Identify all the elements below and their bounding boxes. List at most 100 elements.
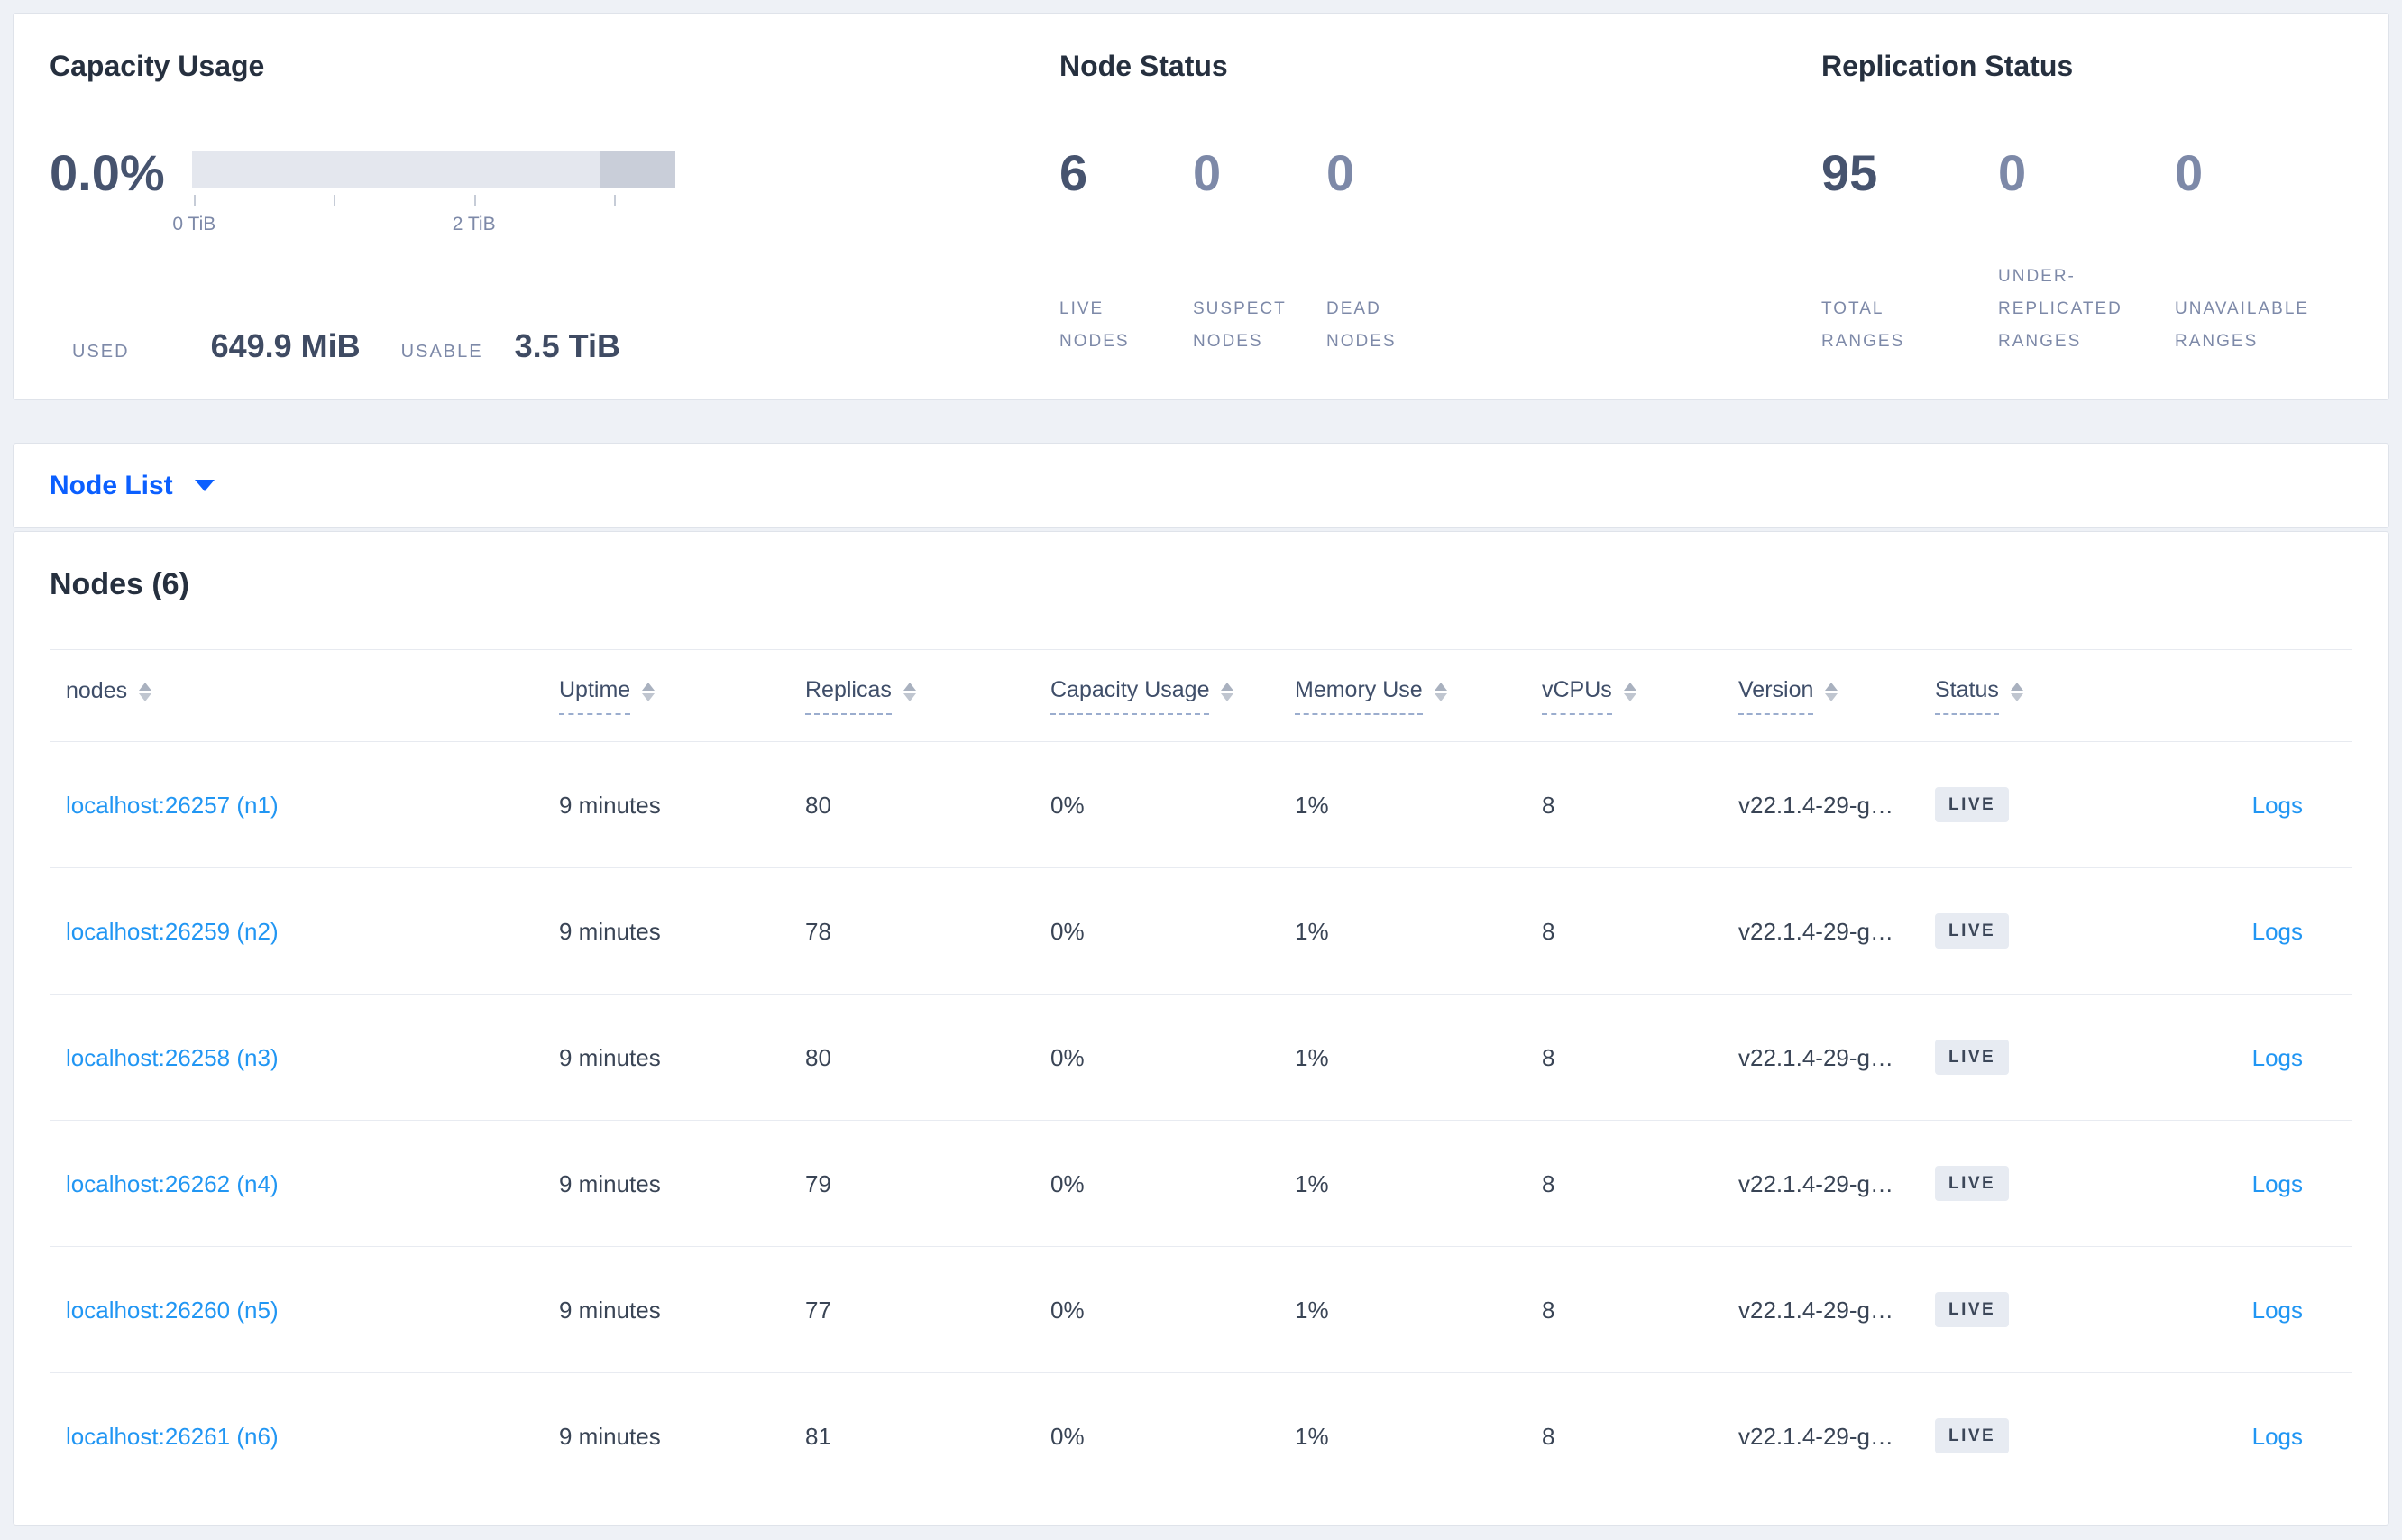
node-link[interactable]: localhost:26261 (n6) xyxy=(66,1422,279,1450)
sort-down-arrow-icon xyxy=(642,693,656,701)
column-header-label: Status xyxy=(1935,677,1999,715)
column-header-status[interactable]: Status xyxy=(1935,677,2128,715)
node-status-stat: 0 DEAD NODES xyxy=(1326,147,1460,358)
status-cell: LIVE xyxy=(1935,913,2128,949)
logs-cell: Logs xyxy=(2128,1044,2352,1071)
node-link[interactable]: localhost:26259 (n2) xyxy=(66,917,279,945)
uptime-cell: 9 minutes xyxy=(559,1043,661,1071)
node-status-stat-label: LIVE NODES xyxy=(1059,299,1130,351)
node-cell: localhost:26260 (n5) xyxy=(50,1297,559,1324)
axis-tick xyxy=(473,195,476,206)
logs-link[interactable]: Logs xyxy=(2251,1422,2303,1450)
capacity-bar-usable xyxy=(191,151,600,188)
replication-status-stat-label: UNDER-REPLICATED RANGES xyxy=(1998,267,2122,351)
logs-cell: Logs xyxy=(2128,792,2352,819)
sort-icon[interactable] xyxy=(139,683,152,701)
status-badge: LIVE xyxy=(1935,787,2010,822)
sort-up-arrow-icon xyxy=(1221,683,1234,691)
table-row: localhost:26257 (n1) 9 minutes 80 0% 1% 8 v22.… xyxy=(50,742,2352,868)
node-link[interactable]: localhost:26262 (n4) xyxy=(66,1169,279,1197)
replication-status-stat-value: 0 xyxy=(1998,144,2027,201)
column-header-label: nodes xyxy=(66,677,128,703)
column-header-node[interactable]: nodes xyxy=(50,678,559,714)
logs-link[interactable]: Logs xyxy=(2251,1169,2303,1197)
replicas-cell: 79 xyxy=(805,1169,831,1197)
logs-link[interactable]: Logs xyxy=(2251,1296,2303,1324)
node-link[interactable]: localhost:26258 (n3) xyxy=(66,1043,279,1071)
sort-down-arrow-icon xyxy=(903,693,916,701)
status-badge: LIVE xyxy=(1935,913,2010,949)
nodes-table-title: Nodes (6) xyxy=(50,567,189,601)
sort-icon[interactable] xyxy=(903,683,916,701)
divider xyxy=(50,649,2352,650)
version-cell: v22.1.4-29-g… xyxy=(1738,1043,1893,1071)
table-row: localhost:26259 (n2) 9 minutes 78 0% 1% 8 v22.… xyxy=(50,868,2352,995)
column-header-label: vCPUs xyxy=(1542,677,1612,715)
replicas-cell: 78 xyxy=(805,917,831,945)
replication-status-stat: 0 UNAVAILABLE RANGES xyxy=(2175,147,2352,358)
logs-cell: Logs xyxy=(2128,1423,2352,1450)
view-selector-bar: Node List xyxy=(13,443,2389,528)
column-header-version[interactable]: Version xyxy=(1738,677,1935,715)
capacity-usage-cell: 0% xyxy=(1050,1043,1085,1071)
replication-status-title: Replication Status xyxy=(1821,50,2074,82)
node-status-stat-label: DEAD NODES xyxy=(1326,299,1397,351)
uptime-cell: 9 minutes xyxy=(559,1169,661,1197)
axis-tick-label: 2 TiB xyxy=(452,214,496,234)
sort-up-arrow-icon xyxy=(642,683,656,691)
capacity-usage-cell: 0% xyxy=(1050,1169,1085,1197)
status-badge: LIVE xyxy=(1935,1040,2010,1075)
node-link[interactable]: localhost:26260 (n5) xyxy=(66,1296,279,1324)
sort-icon[interactable] xyxy=(642,683,656,701)
column-header-vcpus[interactable]: vCPUs xyxy=(1542,677,1738,715)
node-status-stat: 6 LIVE NODES xyxy=(1059,147,1193,358)
capacity-usage-title: Capacity Usage xyxy=(50,50,265,82)
sort-down-arrow-icon xyxy=(1623,693,1636,701)
vcpus-cell: 8 xyxy=(1542,917,1555,945)
node-status-stat-value: 6 xyxy=(1059,144,1088,201)
sort-up-arrow-icon xyxy=(1434,683,1447,691)
logs-cell: Logs xyxy=(2128,1170,2352,1197)
vcpus-cell: 8 xyxy=(1542,1296,1555,1324)
status-badge: LIVE xyxy=(1935,1166,2010,1201)
node-status-stat-label: SUSPECT NODES xyxy=(1193,299,1287,351)
logs-link[interactable]: Logs xyxy=(2251,917,2303,945)
column-header-label: Version xyxy=(1738,677,1814,715)
sort-icon[interactable] xyxy=(1825,683,1838,701)
sort-down-arrow-icon xyxy=(1825,693,1838,701)
status-badge: LIVE xyxy=(1935,1418,2010,1453)
sort-up-arrow-icon xyxy=(1623,683,1636,691)
column-header-uptime[interactable]: Uptime xyxy=(559,677,805,715)
uptime-cell: 9 minutes xyxy=(559,1422,661,1450)
column-header-replicas[interactable]: Replicas xyxy=(805,677,1050,715)
sort-up-arrow-icon xyxy=(1825,683,1838,691)
axis-tick xyxy=(194,195,197,206)
version-cell: v22.1.4-29-g… xyxy=(1738,917,1893,945)
sort-icon[interactable] xyxy=(2010,683,2023,701)
node-link[interactable]: localhost:26257 (n1) xyxy=(66,791,279,819)
version-cell: v22.1.4-29-g… xyxy=(1738,1169,1893,1197)
sort-icon[interactable] xyxy=(1221,683,1234,701)
sort-icon[interactable] xyxy=(1434,683,1447,701)
column-header-label: Uptime xyxy=(559,677,631,715)
replication-status-section: Replication Status 95 TOTAL RANGES 0 UNDER-… xyxy=(1821,50,2352,363)
node-cell: localhost:26261 (n6) xyxy=(50,1423,559,1450)
replicas-cell: 80 xyxy=(805,791,831,819)
uptime-cell: 9 minutes xyxy=(559,917,661,945)
logs-link[interactable]: Logs xyxy=(2251,791,2303,819)
memory-use-cell: 1% xyxy=(1295,1169,1329,1197)
sort-up-arrow-icon xyxy=(2010,683,2023,691)
version-cell: v22.1.4-29-g… xyxy=(1738,1296,1893,1324)
node-list-dropdown[interactable]: Node List xyxy=(50,471,215,501)
node-status-stat: 0 SUSPECT NODES xyxy=(1193,147,1326,358)
capacity-bar-axis: 0 TiB 2 TiB xyxy=(172,188,675,248)
sort-up-arrow-icon xyxy=(903,683,916,691)
column-header-memory[interactable]: Memory Use xyxy=(1295,677,1542,715)
sort-icon[interactable] xyxy=(1623,683,1636,701)
column-header-capacity[interactable]: Capacity Usage xyxy=(1050,677,1295,715)
used-value: 649.9 MiB xyxy=(210,327,361,364)
capacity-bar-chart: 0 TiB 2 TiB xyxy=(172,147,675,248)
node-cell: localhost:26258 (n3) xyxy=(50,1044,559,1071)
logs-link[interactable]: Logs xyxy=(2251,1043,2303,1071)
replication-status-stat-value: 0 xyxy=(2175,144,2204,201)
